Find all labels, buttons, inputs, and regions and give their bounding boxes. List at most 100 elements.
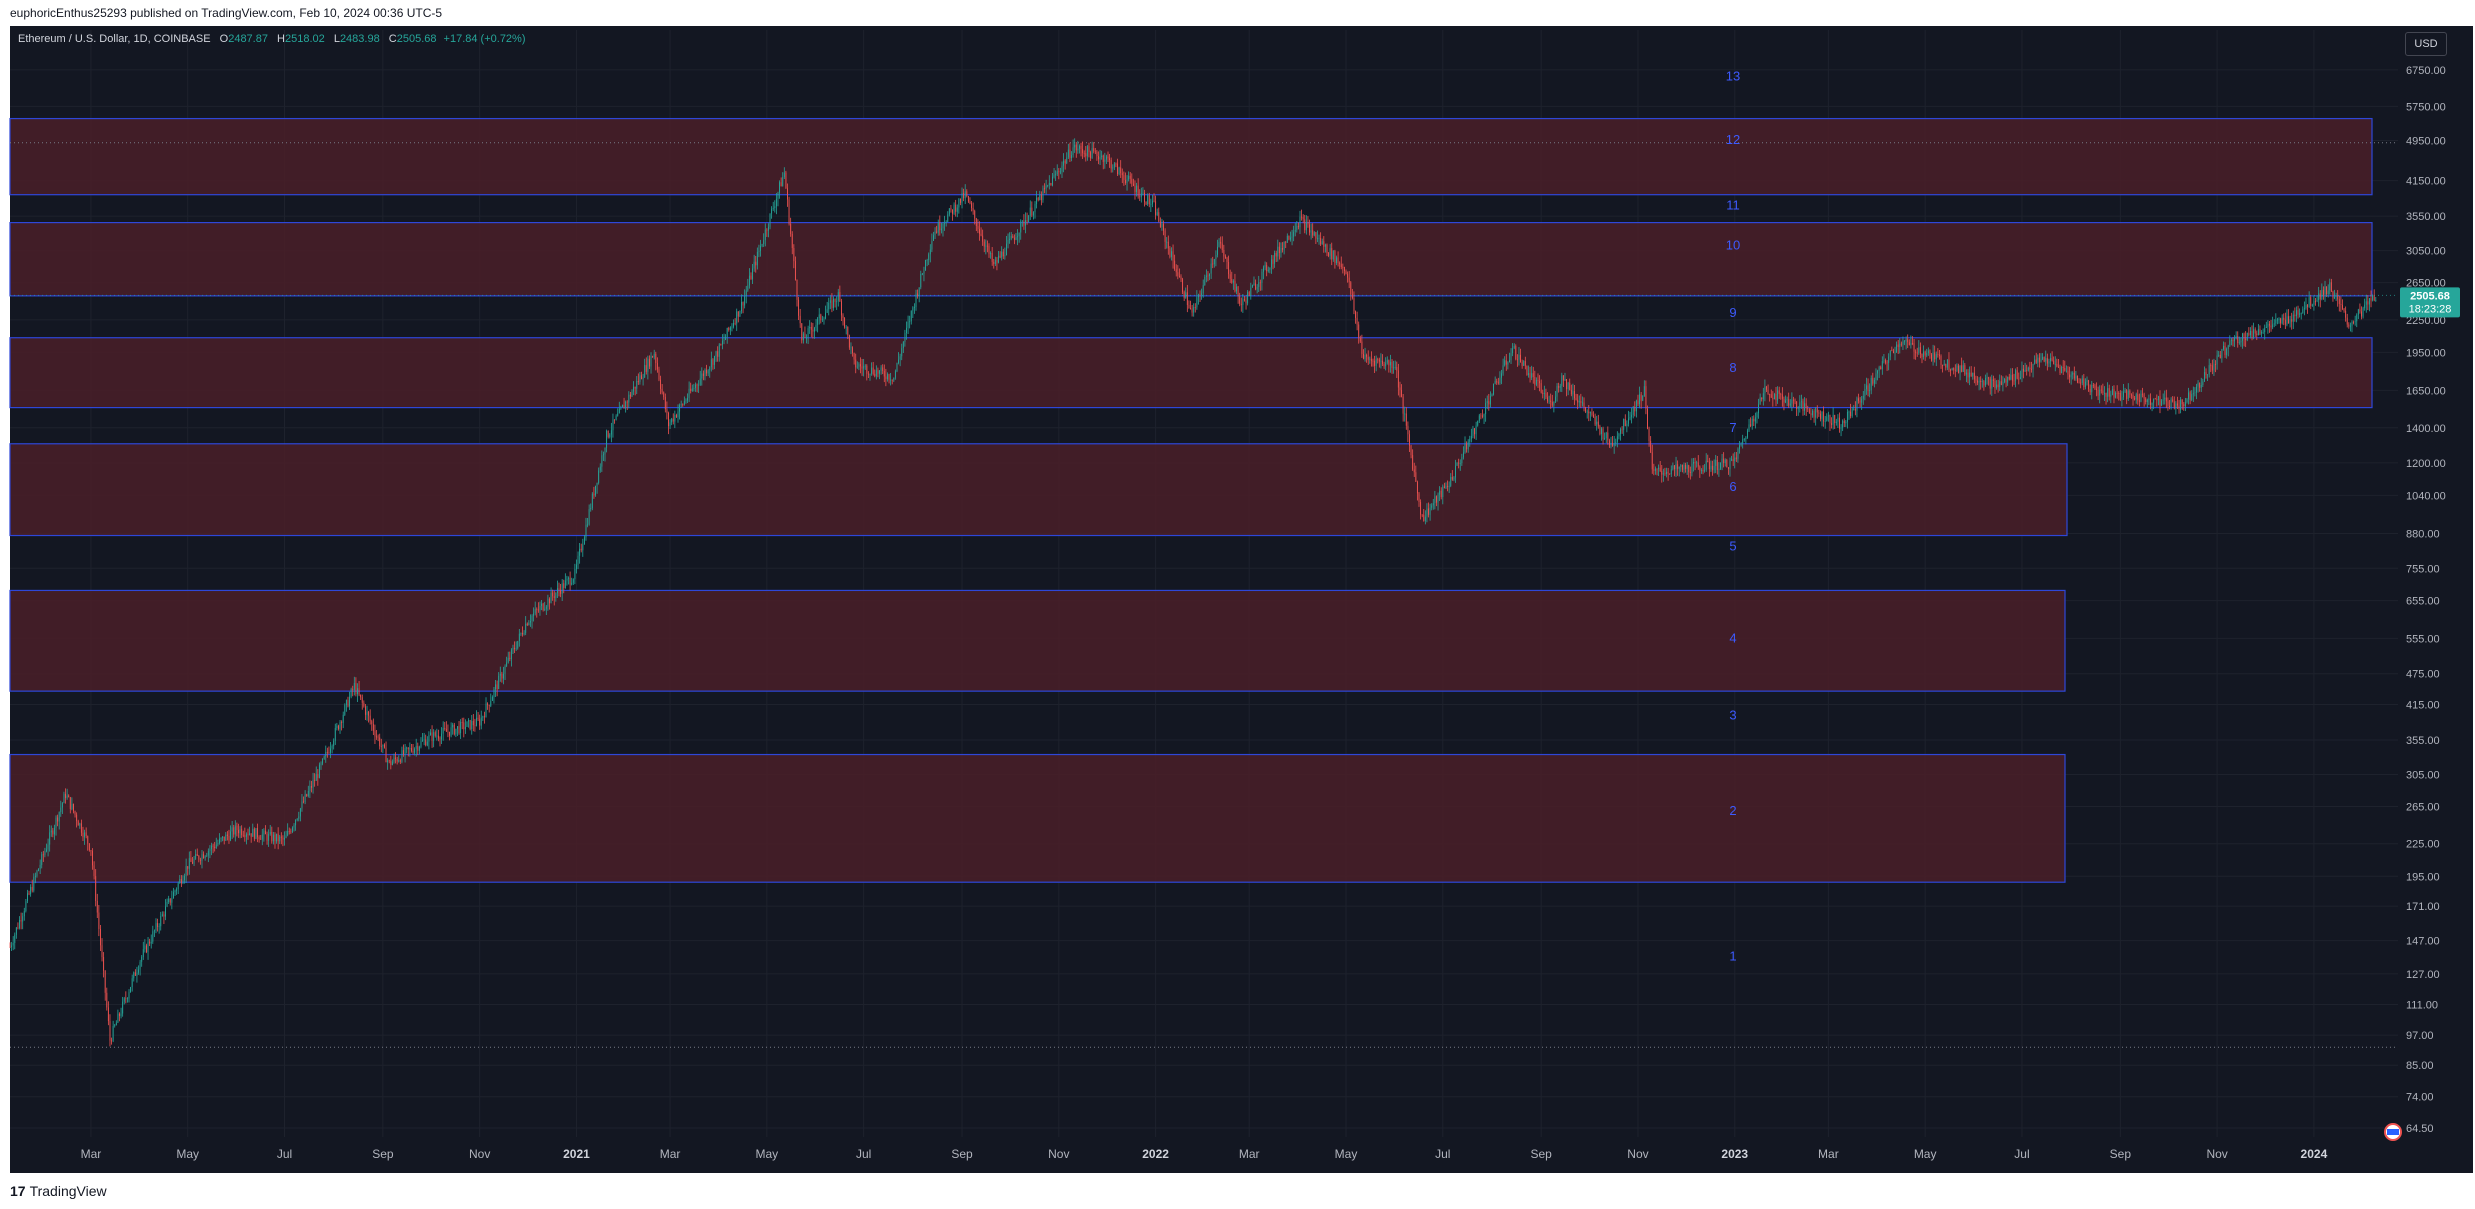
- candle-body: [1827, 415, 1829, 417]
- candle-body: [1702, 469, 1704, 472]
- candle-body: [1248, 292, 1250, 297]
- candle-body: [2334, 297, 2335, 299]
- candle-body: [1569, 382, 1571, 390]
- candle-body: [168, 898, 170, 902]
- candle-body: [937, 222, 939, 233]
- candle-body: [1078, 145, 1080, 149]
- candle-body: [2156, 399, 2158, 401]
- currency-button[interactable]: USD: [2405, 32, 2447, 56]
- candle-body: [1120, 167, 1122, 174]
- candle-body: [1310, 230, 1312, 233]
- candle-body: [1769, 393, 1771, 395]
- candle-body: [182, 880, 184, 884]
- candle-body: [907, 321, 909, 328]
- candle-body: [974, 210, 976, 219]
- candle-body: [1943, 364, 1945, 366]
- candle-body: [1978, 380, 1980, 383]
- candle-body: [326, 751, 328, 753]
- time-tick-label: Mar: [81, 1147, 102, 1161]
- candle-body: [2327, 290, 2329, 295]
- candle-body: [1870, 377, 1872, 391]
- tradingview-logo[interactable]: 17 TradingView: [10, 1183, 107, 1199]
- candle-body: [258, 837, 260, 839]
- candle-body: [2227, 345, 2229, 349]
- candle-body: [1669, 473, 1671, 475]
- price-tick-label: 6750.00: [2406, 65, 2446, 77]
- candle-body: [187, 866, 189, 869]
- time-tick-label: 2022: [1142, 1147, 1169, 1161]
- legend-open-label: O: [219, 33, 229, 45]
- candle-body: [1804, 403, 1806, 411]
- candle-body: [553, 596, 555, 598]
- candle-body: [1589, 412, 1591, 414]
- candle-body: [1397, 370, 1399, 388]
- candle-body: [1626, 423, 1628, 427]
- candle-body: [2216, 355, 2218, 365]
- candle-body: [853, 352, 855, 360]
- candle-body: [136, 972, 138, 976]
- candle-body: [2084, 381, 2086, 388]
- candle-body: [158, 926, 160, 928]
- candle-body: [690, 388, 692, 391]
- candle-body: [1927, 350, 1929, 353]
- candle-body: [291, 827, 293, 832]
- candle-body: [2275, 319, 2277, 324]
- candle-body: [92, 851, 93, 866]
- candle-body: [1205, 275, 1207, 278]
- candle-body: [57, 817, 59, 822]
- candle-body: [1597, 421, 1599, 427]
- candle-body: [1994, 380, 1996, 388]
- candle-body: [1232, 280, 1234, 283]
- candle-body: [1053, 174, 1055, 177]
- candle-body: [1191, 308, 1193, 313]
- candle-body: [977, 226, 979, 229]
- candle-body: [1105, 156, 1107, 160]
- candle-body: [971, 203, 972, 209]
- candle-body: [268, 833, 270, 841]
- candle-body: [415, 745, 417, 749]
- candle-body: [679, 405, 681, 412]
- candle-body: [2075, 375, 2077, 379]
- candle-body: [1888, 356, 1890, 363]
- candle-body: [2053, 360, 2055, 365]
- candle-body: [284, 837, 285, 840]
- candle-body: [1263, 267, 1264, 272]
- candle-body: [501, 673, 503, 679]
- candle-body: [163, 914, 165, 917]
- candle-body: [1615, 441, 1617, 444]
- candle-body: [1121, 173, 1123, 176]
- candle-body: [1494, 381, 1496, 384]
- candle-body: [866, 365, 868, 374]
- candle-body: [629, 394, 631, 397]
- candle-body: [756, 251, 758, 266]
- candle-body: [1236, 286, 1237, 292]
- candle-body: [885, 376, 887, 380]
- price-tick-label: 2650.00: [2406, 278, 2446, 290]
- candle-body: [1915, 351, 1917, 353]
- candle-body: [685, 400, 687, 402]
- candle-body: [63, 793, 65, 804]
- candle-body: [815, 324, 817, 328]
- time-tick-label: Nov: [469, 1147, 490, 1161]
- candle-body: [1090, 152, 1092, 159]
- legend-close: 2505.68: [396, 33, 437, 45]
- candle-body: [27, 893, 28, 902]
- time-tick-label: 2023: [1721, 1147, 1748, 1161]
- candle-body: [780, 182, 782, 187]
- candle-body: [2330, 282, 2332, 292]
- candle-body: [1629, 417, 1631, 419]
- candle-body: [658, 369, 660, 380]
- candle-body: [1477, 420, 1479, 426]
- ohlc-legend: Ethereum / U.S. Dollar, 1D, COINBASE O24…: [18, 33, 526, 45]
- candle-body: [330, 748, 331, 753]
- candle-body: [2340, 303, 2342, 305]
- candle-body: [577, 555, 579, 565]
- candle-body: [2362, 308, 2364, 317]
- candle-body: [2089, 389, 2091, 393]
- candle-body: [906, 327, 907, 334]
- candle-body: [1772, 397, 1774, 400]
- candle-body: [1491, 394, 1493, 397]
- candle-body: [871, 367, 873, 374]
- candle-body: [33, 877, 35, 891]
